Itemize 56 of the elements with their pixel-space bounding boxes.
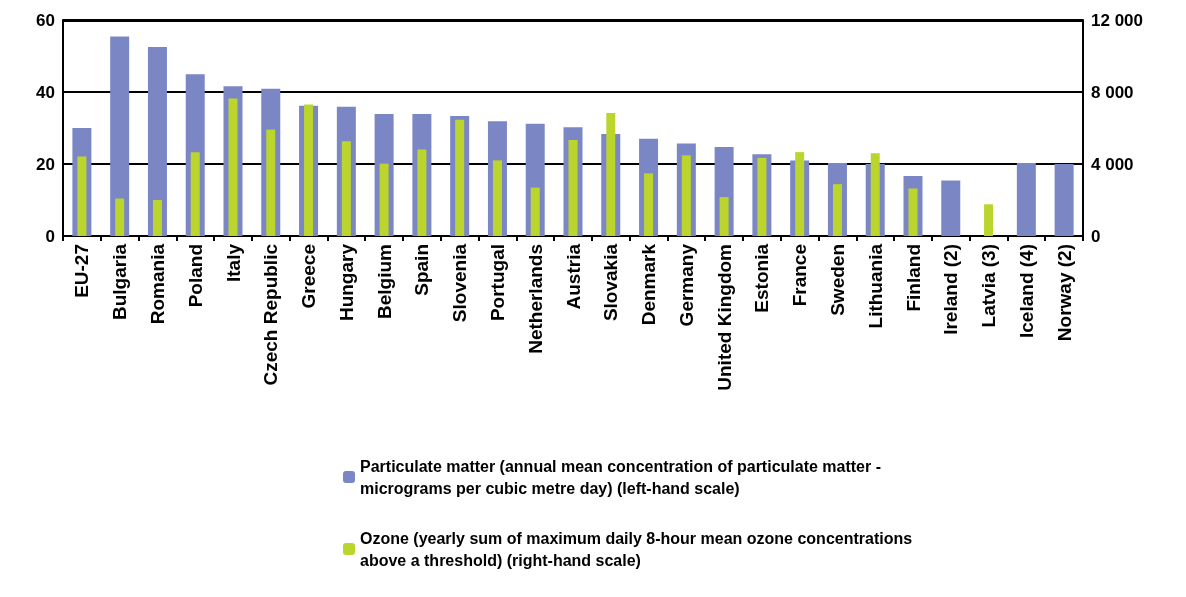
x-tick-label: Finland (902, 244, 924, 312)
y-tick-label: 20 (36, 154, 55, 174)
x-tick-label: Portugal (486, 244, 508, 322)
x-tick-label: Lithuania (864, 243, 886, 329)
legend-label: Ozone (yearly sum of maximum daily 8-hour mean ozone concentrations above a threshold) (right-hand scale) (360, 529, 917, 569)
x-tick-label: Estonia (751, 243, 773, 313)
x-tick-label: Austria (562, 243, 584, 310)
bar (417, 149, 427, 236)
x-tick-label: Latvia (3) (978, 244, 1000, 328)
x-tick-label: Norway (2) (1053, 244, 1075, 342)
y2-tick-label: 0 (1091, 226, 1101, 246)
x-tick-label: Denmark (638, 243, 660, 326)
x-tick-label: Netherlands (524, 244, 546, 354)
x-tick-label: Czech Republic (260, 243, 282, 386)
x-tick-label: Slovakia (600, 243, 622, 322)
x-tick-label: Sweden (826, 244, 848, 316)
y2-tick-label: 4 000 (1091, 154, 1134, 174)
x-tick-label: Bulgaria (109, 243, 131, 321)
bar (984, 204, 994, 236)
bar (644, 173, 654, 236)
x-tick-label: Hungary (335, 243, 357, 322)
x-tick-label: Poland (184, 244, 206, 308)
y2-tick-label: 12 000 (1091, 10, 1143, 30)
x-tick-label: United Kingdom (713, 244, 735, 391)
y-tick-label: 0 (45, 226, 55, 246)
y2-tick-label: 8 000 (1091, 82, 1134, 102)
bar (832, 184, 842, 236)
bar (152, 200, 162, 236)
x-tick-label: Germany (675, 243, 697, 327)
legend-label: Particulate matter (annual mean concentration of particulate matter - micrograms per cubic metre day) (left-hand scale) (360, 457, 886, 497)
x-tick-label: Slovenia (449, 243, 471, 323)
x-tick-label: France (789, 244, 811, 307)
x-tick-label: Spain (411, 244, 433, 296)
bar (266, 129, 276, 236)
x-tick-label: Belgium (373, 244, 395, 319)
bar (147, 47, 167, 236)
bar (115, 198, 125, 236)
x-tick-label: EU-27 (71, 244, 93, 298)
bar (492, 160, 502, 236)
bar (190, 152, 200, 236)
x-tick-label: Italy (222, 243, 244, 283)
bar (530, 187, 540, 236)
bar (941, 180, 961, 236)
bar (1054, 164, 1074, 236)
bar (719, 197, 729, 236)
x-tick-label: Romania (146, 243, 168, 325)
x-tick-label: Iceland (4) (1015, 244, 1037, 338)
x-tick-label: Ireland (2) (940, 244, 962, 335)
bar (379, 163, 389, 236)
x-tick-label: Greece (298, 244, 320, 309)
y-tick-label: 40 (36, 82, 55, 102)
bar (110, 36, 130, 236)
bar (77, 156, 87, 236)
bar (341, 141, 351, 236)
y-tick-label: 60 (36, 10, 55, 30)
bar (1016, 162, 1036, 236)
